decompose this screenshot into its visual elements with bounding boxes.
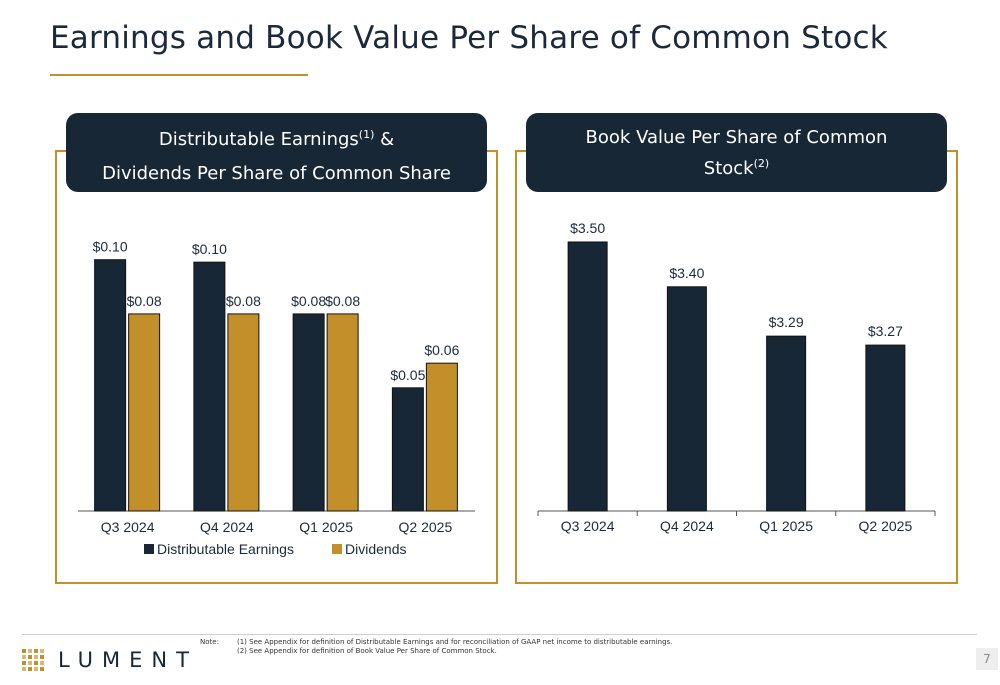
- left-chart-data-label: $0.10: [192, 241, 227, 257]
- right-chart-tick-label: Q4 2024: [660, 518, 714, 534]
- left-chart-data-label: $0.06: [424, 342, 459, 358]
- left-chart-bar-dividends: [326, 313, 359, 512]
- footnote-2: (2) See Appendix for definition of Book …: [237, 647, 497, 655]
- right-chart-tick-label: Q1 2025: [759, 518, 813, 534]
- lument-logo: LUMENT: [22, 648, 198, 672]
- right-chart-header: Book Value Per Share of Common Stock(2): [526, 113, 947, 192]
- left-chart-tick-label: Q1 2025: [299, 519, 353, 535]
- left-chart-legend-label: Distributable Earnings: [157, 541, 294, 557]
- right-chart-data-label: $3.40: [669, 265, 704, 281]
- right-chart-bar: [766, 335, 807, 512]
- right-chart-title-line1: Book Value Per Share of Common: [585, 127, 888, 148]
- left-chart-legend-swatch: [144, 544, 154, 554]
- left-chart-tick-label: Q3 2024: [101, 519, 155, 535]
- left-chart-title-line1: Distributable Earnings(1) &: [158, 128, 395, 150]
- page-number: 7: [976, 648, 998, 670]
- right-chart-tick-label: Q2 2025: [859, 518, 913, 534]
- left-chart-bar-dividends: [227, 313, 260, 512]
- left-chart-data-label: $0.08: [325, 293, 360, 309]
- right-chart-data-label: $3.50: [570, 220, 605, 236]
- title-underline: [50, 74, 308, 76]
- right-chart-bar: [865, 344, 906, 512]
- footer-divider: [22, 634, 977, 635]
- left-chart-tick-label: Q2 2025: [399, 519, 453, 535]
- left-chart-legend-swatch: [332, 544, 342, 554]
- left-chart-legend-label: Dividends: [345, 541, 406, 557]
- left-chart-bar-earnings: [292, 313, 325, 512]
- left-chart-data-label: $0.08: [291, 293, 326, 309]
- left-chart-data-label: $0.08: [226, 293, 261, 309]
- right-chart-data-label: $3.27: [868, 323, 903, 339]
- right-chart-bar: [567, 241, 608, 512]
- page-title: Earnings and Book Value Per Share of Com…: [50, 20, 888, 56]
- footnote-1: (1) See Appendix for definition of Distr…: [237, 638, 673, 646]
- logo-text: LUMENT: [58, 648, 198, 672]
- left-chart-data-label: $0.08: [127, 293, 162, 309]
- left-chart-bar-earnings: [193, 261, 226, 512]
- left-chart-bar-dividends: [128, 313, 161, 512]
- logo-mark-icon: [22, 649, 44, 671]
- left-chart-bar-earnings: [391, 387, 424, 512]
- right-chart-bar: [666, 286, 707, 512]
- right-chart-tick-label: Q3 2024: [561, 518, 615, 534]
- left-chart-data-label: $0.05: [390, 367, 425, 383]
- left-chart-data-label: $0.10: [93, 239, 128, 255]
- left-chart-tick-label: Q4 2024: [200, 519, 254, 535]
- right-chart-title-line2: Stock(2): [703, 157, 770, 179]
- left-chart-bar-earnings: [94, 259, 127, 512]
- left-chart-bar-dividends: [425, 362, 458, 512]
- left-chart-title-line2: Dividends Per Share of Common Share: [102, 163, 451, 184]
- footnote-label: Note:: [200, 638, 219, 646]
- right-chart-data-label: $3.29: [769, 314, 804, 330]
- left-chart-header: Distributable Earnings(1) & Dividends Pe…: [66, 113, 487, 192]
